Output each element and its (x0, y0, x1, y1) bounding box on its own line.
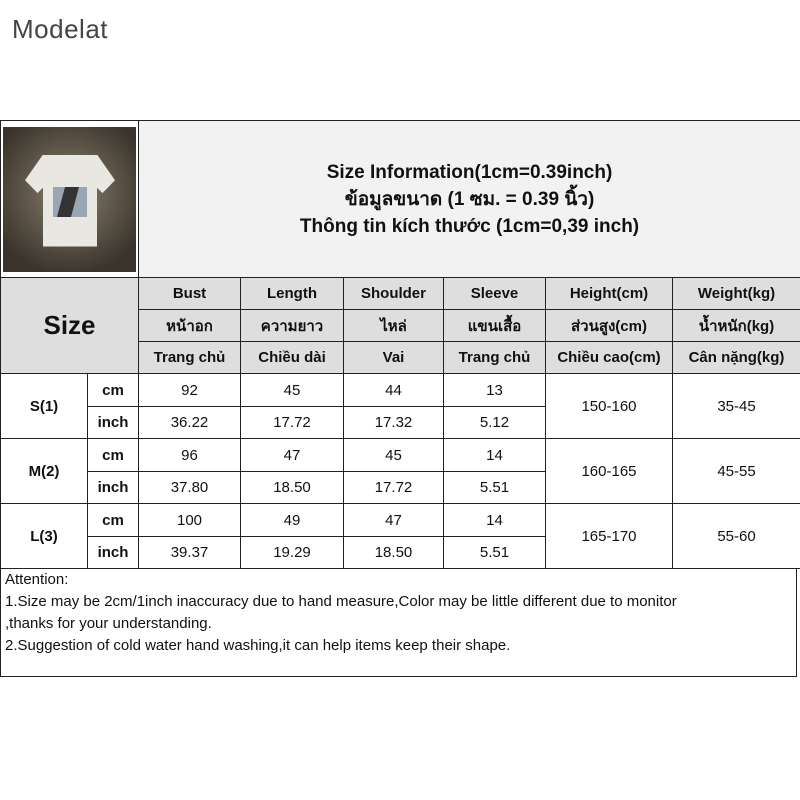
weight-range: 45-55 (671, 438, 800, 504)
cm-value: 45 (343, 438, 444, 472)
unit-label: cm (87, 438, 139, 472)
brand-logo-text: Modelat (12, 14, 108, 44)
unit-label: cm (87, 503, 139, 537)
product-image-cell (0, 120, 139, 278)
unit-label: inch (87, 471, 139, 504)
cm-value: 47 (240, 438, 344, 472)
size-name: L(3) (0, 503, 88, 569)
col-header-en: Shoulder (343, 277, 444, 310)
inch-value: 17.32 (343, 406, 444, 439)
cm-value: 100 (138, 503, 241, 537)
attention-heading: Attention: (5, 571, 69, 588)
inch-value: 5.51 (443, 471, 546, 504)
height-range: 160-165 (545, 438, 673, 504)
col-header-vi: Trang chủ (443, 341, 546, 374)
size-row-cm: M(2) cm 96 47 45 14 160-165 45-55 (0, 438, 800, 504)
size-row-cm: L(3) cm 100 49 47 14 165-170 55-60 (0, 503, 800, 569)
weight-range: 55-60 (671, 503, 800, 569)
col-header-en: Sleeve (443, 277, 546, 310)
attention-line: 2.Suggestion of cold water hand washing,… (5, 637, 511, 654)
col-header-th: ไหล่ (343, 309, 444, 342)
col-header-en: Height(cm) (545, 277, 673, 310)
unit-label: inch (87, 406, 139, 439)
title-thai: ข้อมูลขนาด (1 ซม. = 0.39 นิ้ว) (344, 188, 595, 210)
col-header-vi: Chiều dài (240, 341, 344, 374)
inch-value: 37.80 (138, 471, 241, 504)
cm-value: 14 (443, 503, 546, 537)
unit-label: inch (87, 536, 139, 569)
size-information-title: Size Information(1cm=0.39inch) ข้อมูลขนา… (137, 120, 800, 278)
size-header: Size (0, 277, 139, 374)
col-header-vi: Vai (343, 341, 444, 374)
cm-value: 47 (343, 503, 444, 537)
size-row-cm: S(1) cm 92 45 44 13 150-160 35-45 (0, 373, 800, 439)
inch-value: 17.72 (240, 406, 344, 439)
cm-value: 44 (343, 373, 444, 407)
inch-value: 5.12 (443, 406, 546, 439)
inch-value: 39.37 (138, 536, 241, 569)
col-header-en: Weight(kg) (671, 277, 800, 310)
cm-value: 14 (443, 438, 546, 472)
col-header-vi: Chiều cao(cm) (545, 341, 673, 374)
attention-line: ,thanks for your understanding. (5, 615, 212, 632)
col-header-en: Length (240, 277, 344, 310)
size-name: S(1) (0, 373, 88, 439)
inch-value: 18.50 (240, 471, 344, 504)
unit-label: cm (87, 373, 139, 407)
inch-value: 5.51 (443, 536, 546, 569)
inch-value: 18.50 (343, 536, 444, 569)
cm-value: 13 (443, 373, 546, 407)
cm-value: 96 (138, 438, 241, 472)
col-header-th: ความยาว (240, 309, 344, 342)
col-header-th: แขนเสื้อ (443, 309, 546, 342)
title-english: Size Information(1cm=0.39inch) (326, 161, 613, 183)
size-name: M(2) (0, 438, 88, 504)
weight-range: 35-45 (671, 373, 800, 439)
product-photo (3, 126, 136, 272)
cm-value: 92 (138, 373, 241, 407)
inch-value: 36.22 (138, 406, 241, 439)
size-row-inch: inch 37.80 18.50 17.72 5.51 (1, 471, 800, 504)
size-row-inch: inch 36.22 17.72 17.32 5.12 (1, 406, 800, 439)
col-header-vi: Trang chủ (138, 341, 241, 374)
attention-note: Attention: 1.Size may be 2cm/1inch inacc… (0, 568, 797, 677)
size-chart-table: Size Information(1cm=0.39inch) ข้อมูลขนา… (0, 120, 800, 569)
col-header-th: ส่วนสูง(cm) (545, 309, 673, 342)
col-header-th: น้ำหนัก(kg) (671, 309, 800, 342)
attention-line: 1.Size may be 2cm/1inch inaccuracy due t… (5, 593, 677, 610)
title-vietnamese: Thông tin kích thước (1cm=0,39 inch) (299, 215, 640, 237)
inch-value: 17.72 (343, 471, 444, 504)
height-range: 150-160 (545, 373, 673, 439)
cm-value: 45 (240, 373, 344, 407)
cm-value: 49 (240, 503, 344, 537)
height-range: 165-170 (545, 503, 673, 569)
inch-value: 19.29 (240, 536, 344, 569)
col-header-th: หน้าอก (138, 309, 241, 342)
col-header-en: Bust (138, 277, 241, 310)
size-row-inch: inch 39.37 19.29 18.50 5.51 (1, 536, 800, 569)
col-header-vi: Cân nặng(kg) (671, 341, 800, 374)
